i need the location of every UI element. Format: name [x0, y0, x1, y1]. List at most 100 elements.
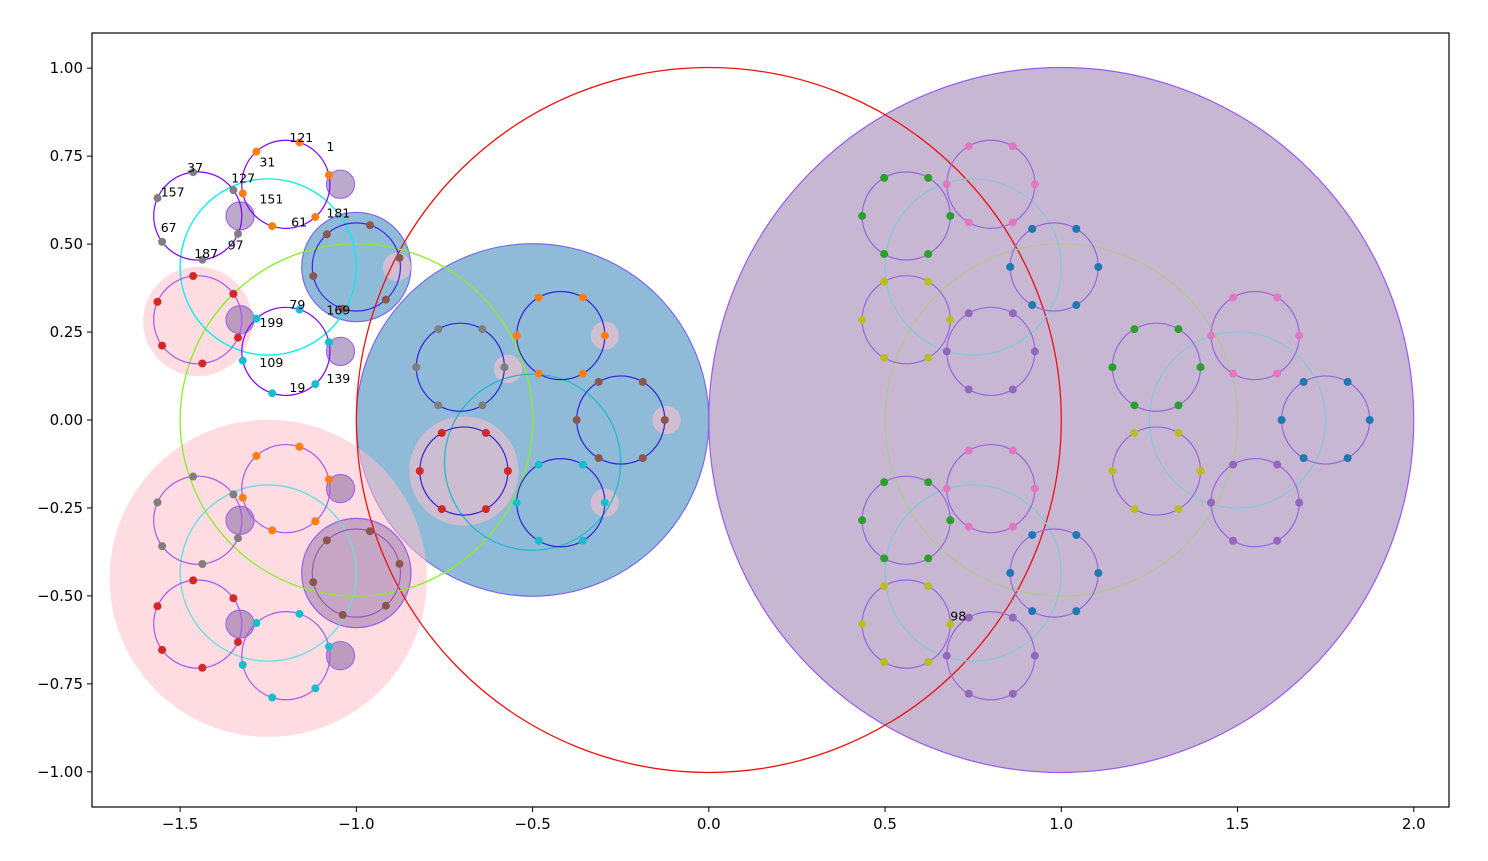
ring-27-point-2 [1028, 530, 1037, 539]
small-disk-12 [325, 641, 356, 671]
ring-29-point-2 [964, 613, 973, 622]
outline-circle-0 [355, 66, 1062, 774]
point-label-13: 169 [326, 302, 350, 317]
ring-5-point-2 [434, 325, 443, 334]
ring-19-point-3 [942, 347, 951, 356]
ring-23-point-4 [1130, 505, 1139, 514]
outline-circle-2 [179, 178, 358, 356]
ring-5-point-4 [434, 401, 443, 410]
ring-12-point-3 [338, 610, 347, 619]
ring-23-point-2 [1130, 428, 1139, 437]
y-tick-label-6: −0.50 [37, 587, 83, 605]
ring-10-point-3 [268, 526, 277, 535]
ring-20-point-4 [1130, 401, 1139, 410]
ring-14-point-4 [311, 684, 320, 693]
point-label-9: 67 [161, 220, 177, 235]
outline-circle-7 [884, 484, 1062, 662]
point-label-2: 31 [259, 155, 275, 170]
ring-5-point-5 [478, 401, 487, 410]
ring-18-point-2 [880, 277, 889, 286]
ring-23-point-3 [1108, 467, 1117, 476]
ring-21-point-2 [1229, 293, 1238, 302]
ring-6-point-0 [600, 331, 609, 340]
ring-1-point-3 [158, 237, 167, 246]
ring-20-point-0 [1196, 363, 1205, 372]
ring-24-point-2 [1229, 460, 1238, 469]
ring-8-point-2 [534, 460, 543, 469]
point-label-1: 1 [326, 139, 334, 154]
outline-circle-1 [179, 243, 534, 597]
ring-8-point-4 [534, 536, 543, 545]
ring-21-point-0 [1295, 331, 1304, 340]
ring-16-point-1 [1008, 142, 1017, 151]
ring-20-point-1 [1174, 325, 1183, 334]
ring-15-point-5 [924, 250, 933, 259]
ring-10-point-0 [295, 442, 304, 451]
ring-17-point-3 [1006, 262, 1015, 271]
ring-0-point-3 [268, 222, 277, 231]
ring-28-point-4 [880, 658, 889, 667]
ring-15-point-1 [924, 173, 933, 182]
x-tick-label-4: 0.5 [873, 815, 897, 833]
ring-1-point-0 [229, 186, 238, 195]
ring-27-point-0 [1094, 569, 1103, 578]
ring-14-point-1 [252, 619, 261, 628]
ring-4-point-5 [233, 333, 242, 342]
ring-25-point-5 [924, 554, 933, 563]
ring-16-point-5 [1008, 218, 1017, 227]
ring-6-point-5 [578, 369, 587, 378]
ring-21-point-4 [1229, 369, 1238, 378]
ring-6-point-3 [512, 331, 521, 340]
ring-25-point-3 [858, 516, 867, 525]
x-tick-label-7: 2.0 [1402, 815, 1426, 833]
small-disk-0 [325, 169, 356, 199]
ring-7-point-0 [660, 416, 669, 424]
ring-20-point-2 [1130, 325, 1139, 334]
ring-29-point-0 [1030, 651, 1039, 660]
ring-16-point-0 [1030, 180, 1039, 189]
ring-24-point-4 [1229, 536, 1238, 545]
ring-7-point-3 [572, 416, 581, 424]
ring-12-point-4 [381, 601, 390, 610]
ring-25-point-1 [924, 478, 933, 487]
point-label-16: 139 [326, 371, 350, 386]
ring-0 [241, 139, 331, 229]
ring-15-point-4 [880, 250, 889, 259]
ring-14-point-5 [324, 642, 333, 651]
point-label-4: 127 [231, 171, 255, 186]
ring-1-point-2 [153, 194, 162, 203]
ring-13-point-5 [233, 637, 242, 646]
ring-21-point-5 [1273, 369, 1282, 378]
ring-7-point-5 [638, 454, 647, 463]
ring-7-point-2 [594, 377, 603, 386]
ring-18-point-3 [858, 315, 867, 324]
point-label-6: 151 [259, 192, 283, 207]
ring-9-point-4 [437, 505, 446, 514]
ring-22-point-0 [1365, 416, 1374, 424]
y-tick-label-0: 1.00 [50, 59, 83, 77]
ring-4-point-3 [158, 341, 167, 350]
ring-4-point-1 [189, 271, 198, 280]
x-tick-label-1: −1.0 [338, 815, 374, 833]
ring-28-point-0 [946, 620, 955, 629]
ring-19-point-2 [964, 309, 973, 318]
ring-9-point-1 [481, 428, 490, 437]
ring-23-point-0 [1196, 467, 1205, 476]
ring-16-point-3 [942, 180, 951, 189]
ring-9-point-2 [437, 428, 446, 437]
small-disk-11 [225, 609, 255, 639]
ring-19-point-5 [1008, 385, 1017, 394]
ring-8-point-1 [578, 460, 587, 469]
point-label-11: 187 [194, 246, 218, 261]
ring-2-point-4 [381, 295, 390, 304]
ring-11-point-0 [229, 490, 238, 499]
ring-29-point-5 [1008, 689, 1017, 698]
ring-11-point-5 [233, 534, 242, 543]
ring-14-point-2 [238, 660, 247, 669]
ring-8-point-5 [578, 536, 587, 545]
ring-10 [241, 443, 331, 534]
ring-16-point-4 [964, 218, 973, 227]
ring-27-point-4 [1028, 607, 1037, 616]
ring-25-point-2 [880, 478, 889, 487]
small-disk-9 [325, 474, 356, 504]
